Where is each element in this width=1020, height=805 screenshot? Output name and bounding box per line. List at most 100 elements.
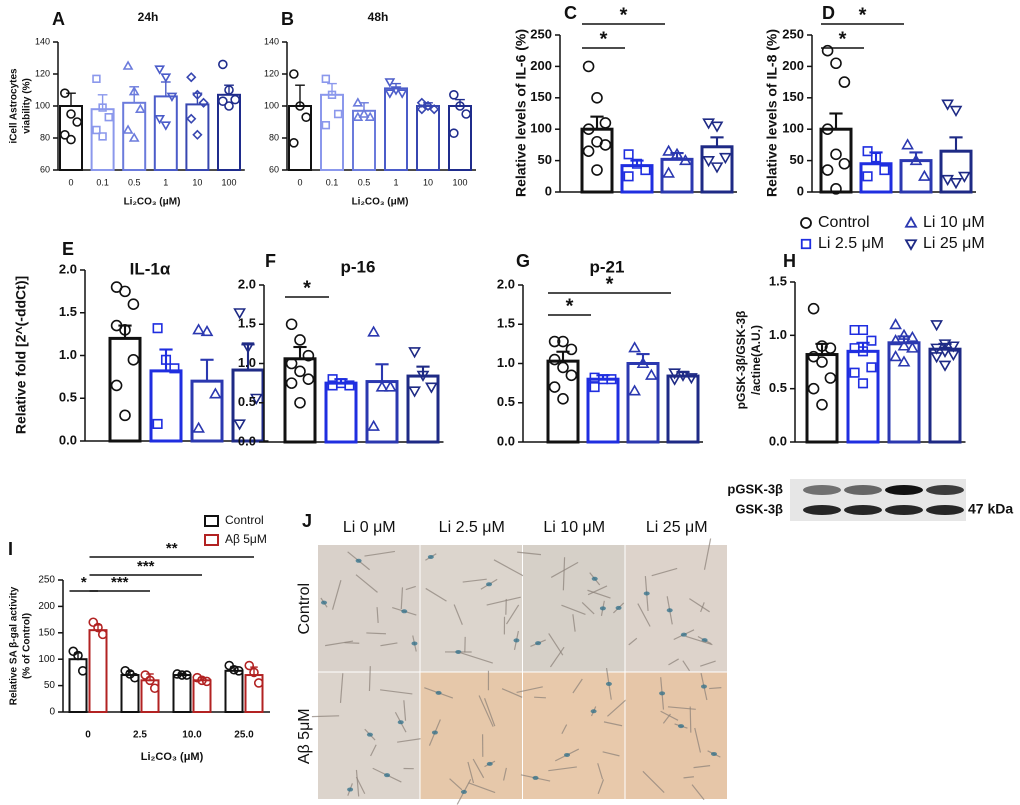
stained-cell [643, 591, 650, 596]
data-point [668, 368, 681, 380]
bar [185, 103, 210, 171]
row-label: Aβ 5μM [296, 708, 313, 764]
stained-cell [427, 555, 434, 560]
cell-process [366, 632, 386, 635]
data-point [408, 386, 421, 398]
blot-band [844, 485, 882, 495]
data-point [122, 60, 134, 70]
panel-letter: I [8, 539, 13, 559]
data-point [662, 144, 675, 156]
data-point [425, 382, 438, 394]
y-tick-label: 1.0 [497, 355, 515, 370]
cell-process [380, 642, 398, 647]
cell-process [355, 769, 360, 797]
data-point [285, 318, 298, 330]
data-point [209, 387, 222, 399]
data-point [160, 73, 172, 83]
data-point [134, 103, 146, 113]
data-point [384, 78, 396, 88]
cell-process [368, 666, 371, 692]
stained-cell [666, 608, 673, 613]
cell-process [468, 782, 496, 794]
stained-cell [659, 691, 666, 696]
cell-process [581, 601, 595, 615]
panel-title: 24h [138, 10, 159, 24]
micrograph [517, 545, 625, 672]
data-point [154, 65, 166, 75]
bar [231, 368, 265, 443]
stained-cell [710, 751, 717, 756]
data-point [557, 335, 569, 348]
data-point [154, 115, 166, 125]
data-point [249, 667, 259, 678]
blot-band [885, 505, 923, 515]
y-tick-label: 100 [38, 654, 55, 665]
data-point [396, 89, 408, 99]
data-point [302, 373, 315, 385]
data-point [685, 373, 698, 385]
y-tick-label: 1.5 [497, 316, 515, 331]
cell-process [667, 706, 696, 710]
cell-process [689, 598, 710, 613]
data-point [160, 121, 172, 131]
data-point [830, 57, 842, 69]
cell-process [339, 673, 344, 703]
data-point [233, 419, 246, 431]
data-point [670, 147, 684, 159]
significance-label: * [620, 4, 628, 26]
y-tick-label: 250 [38, 575, 55, 586]
stained-cell [513, 638, 520, 643]
cell-process [506, 604, 520, 625]
significance-label: *** [111, 574, 129, 591]
data-point [233, 308, 246, 320]
cell-process [425, 587, 447, 602]
data-point [949, 105, 963, 117]
data-point [127, 298, 140, 310]
error-bar [97, 94, 108, 110]
data-point [455, 101, 465, 111]
data-point [548, 353, 561, 366]
data-point [201, 676, 212, 687]
blot-band [926, 485, 964, 495]
cell-process [597, 779, 605, 795]
data-point [344, 380, 355, 391]
bar [244, 674, 264, 713]
data-point [816, 398, 828, 411]
data-point [128, 132, 140, 142]
micrograph [420, 670, 523, 805]
cell-process [501, 688, 523, 698]
data-point [628, 384, 641, 396]
y-tick-label: 0 [49, 707, 55, 718]
panel-title: 48h [368, 10, 389, 24]
micrograph [625, 538, 727, 672]
panel-1: B 48h Li₂CO₃ (μM) 60 80 100 120 140 0 0.1 0.5 1 10 10… [264, 9, 476, 208]
data-point [289, 69, 299, 79]
y-tick-label: 200 [38, 601, 55, 612]
data-point [384, 89, 396, 99]
data-point [461, 109, 471, 119]
panel-title: IL-1α [130, 259, 171, 278]
y-axis-label: pGSK-3β/GSK-3β [734, 311, 748, 410]
error-bar [949, 136, 963, 152]
y-axis-label: Relative levels of IL-8 (%) [764, 29, 780, 197]
bar [928, 347, 962, 444]
x-tick-label: 1 [393, 177, 398, 187]
cell-process [637, 603, 651, 627]
cell-process [550, 561, 579, 578]
y-tick-label: 80 [269, 132, 279, 142]
data-point [110, 379, 123, 392]
cell-process [693, 765, 711, 769]
stained-cell [599, 606, 606, 611]
data-point [192, 421, 205, 433]
data-point [172, 669, 183, 679]
cell-process [662, 713, 671, 724]
cell-process [561, 604, 586, 616]
data-point [565, 343, 578, 356]
data-point [192, 89, 203, 100]
significance-label: * [81, 574, 87, 591]
stained-cell [591, 576, 598, 581]
x-axis-label: Li₂CO₃ (μM) [141, 751, 204, 763]
y-tick-label: 60 [269, 164, 279, 174]
column-label: Li 0 μM [343, 519, 396, 536]
bar [283, 357, 317, 444]
